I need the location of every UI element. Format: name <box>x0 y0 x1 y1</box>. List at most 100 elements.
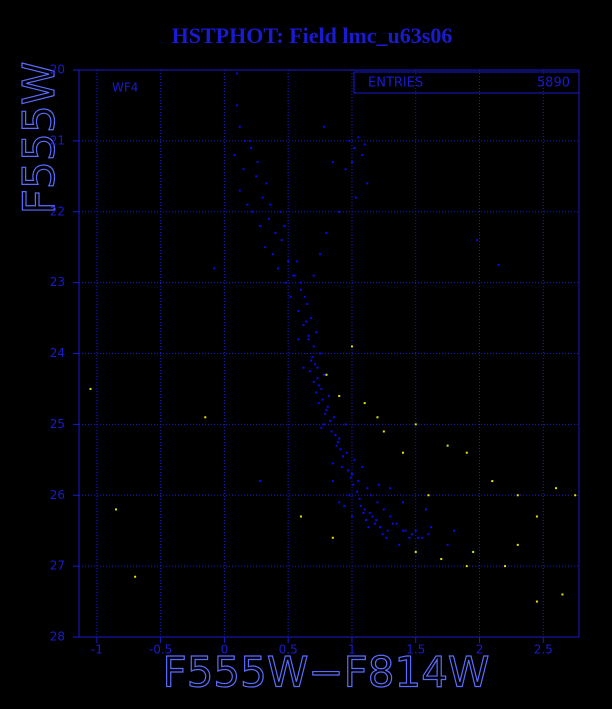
point <box>350 345 353 348</box>
point <box>328 395 330 398</box>
point <box>302 324 305 327</box>
point <box>347 469 350 472</box>
point <box>414 423 417 426</box>
point <box>308 370 311 373</box>
point <box>497 263 500 266</box>
point <box>381 533 384 536</box>
point <box>414 529 417 532</box>
point <box>357 480 360 483</box>
point <box>297 338 300 341</box>
point <box>238 189 241 192</box>
point <box>243 139 246 142</box>
x-tick-label: 0.5 <box>279 643 298 657</box>
y-tick-label: 23 <box>50 275 65 289</box>
point <box>427 533 430 536</box>
point <box>274 232 277 235</box>
point <box>289 295 292 298</box>
point <box>303 295 306 298</box>
point <box>382 508 385 511</box>
point <box>320 387 323 390</box>
point <box>446 444 449 447</box>
point <box>414 550 417 553</box>
point <box>236 104 239 107</box>
point <box>213 267 216 270</box>
x-tick-label: -1 <box>91 643 103 657</box>
point <box>311 356 314 359</box>
point <box>386 529 389 532</box>
point <box>353 146 356 149</box>
point <box>236 72 239 75</box>
point <box>370 494 373 497</box>
y-tick-label: 22 <box>50 204 65 218</box>
point <box>322 373 325 376</box>
point <box>561 593 564 596</box>
point <box>316 366 319 369</box>
y-axis-label: F555W <box>14 62 65 215</box>
point <box>324 412 327 415</box>
point <box>259 480 262 483</box>
point <box>504 565 507 568</box>
point <box>329 419 332 422</box>
point <box>357 136 360 139</box>
point <box>363 402 366 405</box>
point <box>491 480 494 483</box>
point <box>339 448 342 451</box>
point <box>430 526 433 529</box>
point <box>330 430 333 433</box>
point <box>302 366 305 369</box>
y-tick-label: 20 <box>50 63 65 77</box>
point <box>296 260 299 263</box>
x-tick-label: 1 <box>348 643 356 657</box>
y-tick-label: 27 <box>50 559 65 573</box>
point <box>361 154 364 157</box>
point <box>322 423 325 426</box>
stats-label: ENTRIES <box>368 76 423 91</box>
point <box>362 511 365 514</box>
point <box>325 409 328 412</box>
point <box>350 161 353 164</box>
point <box>353 458 356 461</box>
point <box>391 522 394 525</box>
point <box>248 139 251 142</box>
point <box>516 543 519 546</box>
stats-value: 5890 <box>537 76 570 91</box>
y-tick-label: 25 <box>50 417 65 431</box>
point <box>315 331 318 334</box>
stats-box <box>353 71 580 94</box>
point <box>373 522 376 525</box>
point <box>310 359 313 362</box>
point <box>306 302 309 305</box>
point <box>344 423 347 426</box>
point <box>320 426 323 429</box>
point <box>312 345 315 348</box>
point <box>89 387 92 390</box>
point <box>359 504 362 507</box>
point <box>312 274 315 277</box>
point <box>319 352 322 355</box>
y-tick-label: 24 <box>50 346 65 360</box>
y-tick-label: 26 <box>50 488 65 502</box>
point <box>299 288 302 291</box>
point <box>315 391 318 394</box>
point <box>114 508 117 511</box>
point <box>371 515 374 518</box>
point <box>233 154 236 157</box>
point <box>401 529 404 532</box>
point <box>352 483 355 486</box>
point <box>424 508 427 511</box>
point <box>368 511 371 514</box>
point <box>343 504 346 507</box>
point <box>283 224 286 227</box>
point <box>319 253 322 256</box>
x-axis-label: F555W−F814W <box>163 648 490 697</box>
point <box>366 487 369 490</box>
point <box>261 196 264 199</box>
point <box>354 196 357 199</box>
point <box>516 494 519 497</box>
point <box>287 260 290 263</box>
point <box>204 416 207 419</box>
point <box>331 536 334 539</box>
point <box>317 402 320 405</box>
point <box>363 143 366 146</box>
